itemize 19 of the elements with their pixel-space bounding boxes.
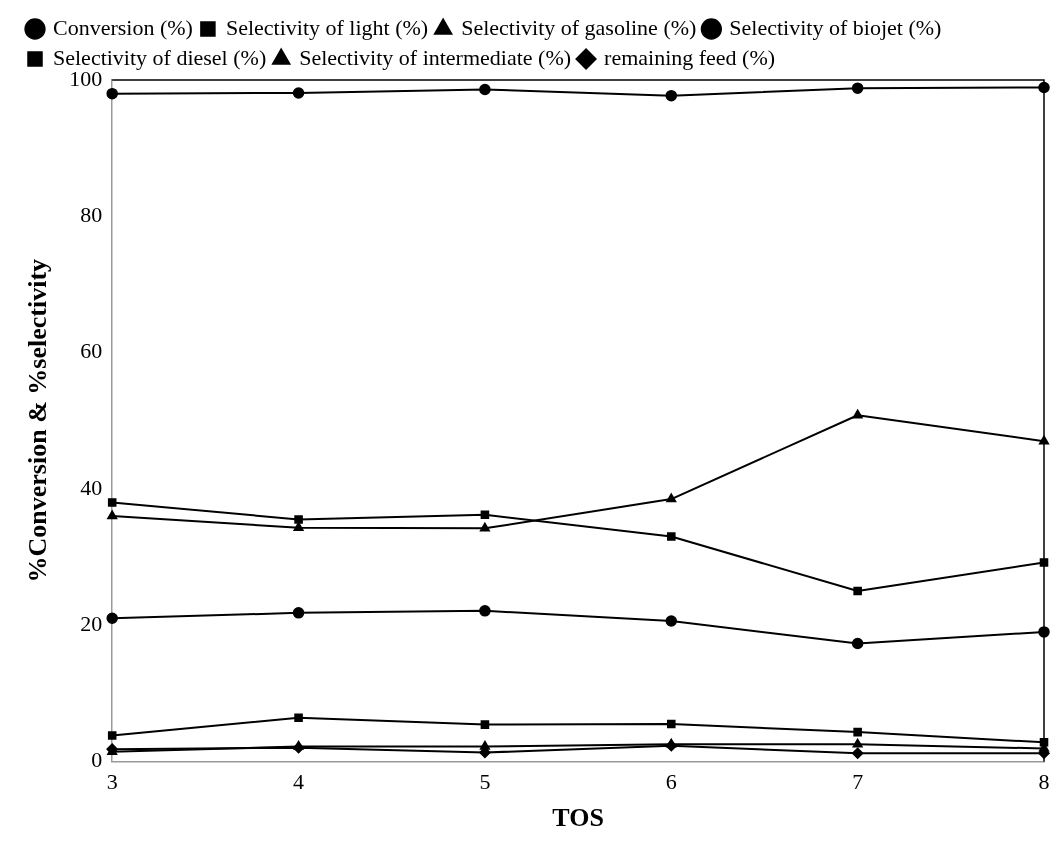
y-tick-label: 40: [80, 474, 103, 500]
x-tick-label: 3: [106, 769, 118, 795]
y-tick-label: 0: [91, 747, 103, 773]
y-tick-label: 20: [80, 610, 103, 636]
x-tick-label: 6: [665, 769, 677, 795]
x-tick-label: 7: [852, 769, 864, 795]
legend-label: Selectivity of light (%): [225, 14, 429, 40]
x-tick-label: 4: [293, 769, 305, 795]
y-axis-title: %Conversion & %selectivity: [23, 258, 53, 583]
legend-label: Selectivity of biojet (%): [729, 14, 942, 40]
legend-label: remaining feed (%): [604, 44, 776, 70]
legend-label: Selectivity of intermediate (%): [299, 44, 572, 70]
x-tick-label: 5: [479, 769, 491, 795]
x-tick-label: 8: [1038, 769, 1050, 795]
x-axis-title: TOS: [552, 803, 604, 833]
legend-label: Selectivity of gasoline (%): [461, 14, 697, 40]
y-tick-label: 60: [80, 338, 103, 364]
y-tick-label: 80: [80, 202, 103, 228]
legend-label: Conversion (%): [53, 14, 193, 40]
